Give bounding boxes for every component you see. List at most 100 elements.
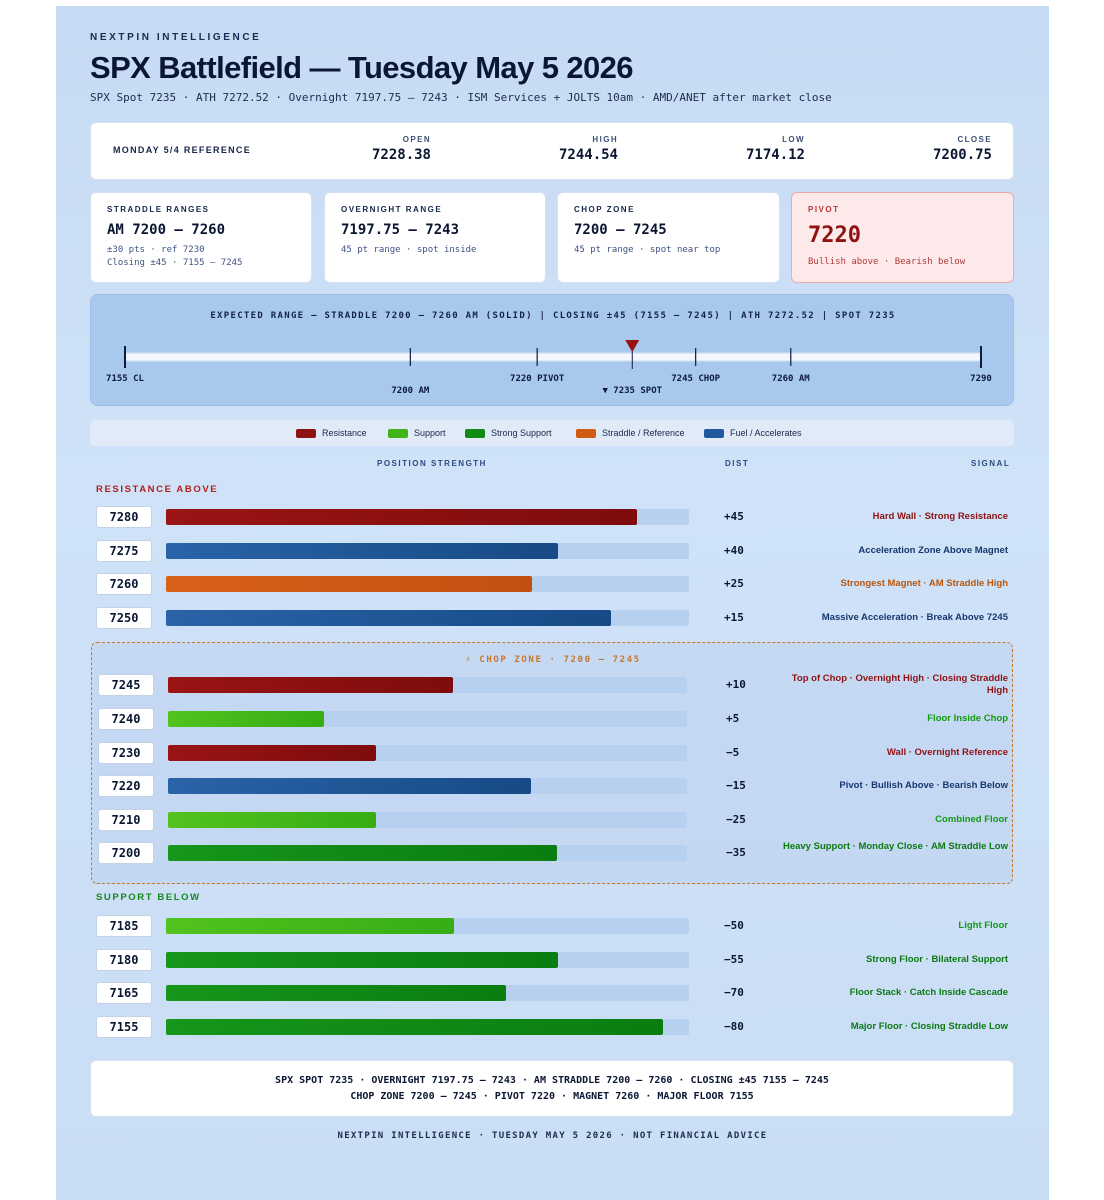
section-resistance-label: RESISTANCE ABOVE [96, 484, 219, 495]
strength-track [168, 711, 687, 727]
overnight-value: 7197.75 — 7243 [341, 222, 460, 238]
level-signal: Floor Inside Chop [927, 713, 1008, 724]
level-distance: +15 [724, 611, 744, 624]
straddle-value: AM 7200 — 7260 [107, 222, 226, 238]
level-signal: Heavy Support · Monday Close · AM Stradd… [782, 841, 1008, 852]
level-row: 7230 −5 Wall · Overnight Reference [98, 742, 1008, 764]
strength-track [166, 576, 689, 592]
level-row: 7155 −80 Major Floor · Closing Straddle Lo… [96, 1016, 1008, 1038]
range-tick-label: 7200 AM [391, 386, 430, 396]
level-signal: Acceleration Zone Above Magnet [858, 545, 1008, 556]
ref-high-key: HIGH [592, 135, 618, 144]
legend-label: Strong Support [491, 428, 552, 438]
level-row: 7240 +5 Floor Inside Chop [98, 708, 1008, 730]
pivot-key: PIVOT [808, 205, 840, 214]
overnight-detail: 45 pt range · spot inside [341, 245, 477, 255]
level-price: 7165 [96, 982, 152, 1004]
overnight-card: OVERNIGHT RANGE 7197.75 — 7243 45 pt ran… [324, 192, 546, 283]
straddle-card: STRADDLE RANGES AM 7200 — 7260 ±30 pts ·… [90, 192, 312, 283]
strength-bar [166, 918, 454, 934]
level-price: 7185 [96, 915, 152, 937]
ref-low-key: LOW [782, 135, 805, 144]
level-distance: +10 [726, 678, 746, 691]
level-signal: Pivot · Bullish Above · Bearish Below [839, 780, 1008, 791]
level-distance: −50 [724, 919, 744, 932]
level-signal: Combined Floor [935, 814, 1008, 825]
expected-range-chart: 7155 CL 7200 AM 7220 PIVOT 7245 CHOP 7260 AM… [106, 340, 992, 396]
level-price: 7230 [98, 742, 154, 764]
level-row: 7210 −25 Combined Floor [98, 809, 1008, 831]
level-row: 7220 −15 Pivot · Bullish Above · Bearish B… [98, 775, 1008, 797]
level-price: 7260 [96, 573, 152, 595]
level-signal: Top of Chop · Overnight High · Closing S… [791, 673, 1008, 696]
strength-bar [168, 711, 324, 727]
level-row: 7250 +15 Massive Acceleration · Break Abov… [96, 607, 1008, 629]
level-distance: +25 [724, 577, 744, 590]
legend-label: Support [414, 428, 446, 438]
ref-open-value: 7228.38 [371, 147, 431, 163]
level-row: 7275 +40 Acceleration Zone Above Magnet [96, 540, 1008, 562]
footer: NEXTPIN INTELLIGENCE · TUESDAY MAY 5 202… [337, 1131, 768, 1141]
level-row: 7260 +25 Strongest Magnet · AM Straddle Hi… [96, 573, 1008, 595]
legend-item: Straddle / Reference [576, 428, 685, 438]
poster: NEXTPIN INTELLIGENCE SPX Battlefield — T… [56, 6, 1049, 1200]
legend-item: Strong Support [465, 428, 552, 438]
legend: Resistance Support Strong Support Straddle … [90, 420, 1014, 446]
ref-low: LOW 7174.12 [715, 135, 805, 163]
range-tick-label: 7290 [970, 374, 992, 384]
straddle-detail-1: ±30 pts · ref 7230 [107, 245, 205, 255]
level-distance: −70 [724, 986, 744, 999]
legend-label: Fuel / Accelerates [730, 428, 802, 438]
straddle-key: STRADDLE RANGES [107, 205, 210, 214]
strength-track [166, 543, 689, 559]
level-distance: −80 [724, 1020, 744, 1033]
straddle-detail-2: Closing ±45 · 7155 — 7245 [107, 258, 243, 268]
column-header-dist: DIST [725, 459, 750, 468]
spot-label: ▼ 7235 SPOT [602, 386, 662, 396]
level-row: 7180 −55 Strong Floor · Bilateral Support [96, 949, 1008, 971]
strength-bar [168, 745, 376, 761]
strength-bar [168, 812, 376, 828]
ref-low-value: 7174.12 [745, 147, 805, 163]
level-row: 7185 −50 Light Floor [96, 915, 1008, 937]
level-price: 7200 [98, 842, 154, 864]
level-signal: Floor Stack · Catch Inside Cascade [849, 987, 1008, 998]
level-row: 7245 +10 Top of Chop · Overnight High · Cl… [98, 673, 1008, 696]
strength-track [168, 812, 687, 828]
level-signal: Strong Floor · Bilateral Support [866, 954, 1008, 965]
range-bar [124, 352, 982, 362]
level-price: 7155 [96, 1016, 152, 1038]
strength-track [166, 952, 689, 968]
chop-zone-title: ⚡ CHOP ZONE · 7200 — 7245 [465, 655, 641, 665]
ref-close-value: 7200.75 [932, 147, 992, 163]
ref-open-key: OPEN [402, 135, 431, 144]
legend-item: Resistance [296, 428, 367, 438]
range-tick-label: 7155 CL [106, 374, 145, 384]
legend-item: Support [388, 428, 446, 438]
level-distance: −15 [726, 779, 746, 792]
legend-swatch [296, 428, 316, 438]
legend-swatch [388, 428, 408, 438]
strength-track [166, 985, 689, 1001]
level-price: 7280 [96, 506, 152, 528]
ref-high: HIGH 7244.54 [528, 135, 618, 163]
legend-label: Straddle / Reference [602, 428, 685, 438]
reference-card: MONDAY 5/4 REFERENCE OPEN 7228.38 HIGH 7… [90, 122, 1014, 180]
level-distance: −55 [724, 953, 744, 966]
strength-track [168, 778, 687, 794]
level-distance: +40 [724, 544, 744, 557]
strength-bar [168, 778, 532, 794]
level-row: 7165 −70 Floor Stack · Catch Inside Cascad… [96, 982, 1008, 1004]
legend-swatch [704, 428, 724, 438]
chop-key: CHOP ZONE [574, 205, 635, 214]
overnight-key: OVERNIGHT RANGE [341, 205, 443, 214]
ref-high-value: 7244.54 [558, 147, 618, 163]
ref-close: CLOSE 7200.75 [902, 135, 992, 163]
brand-label: NEXTPIN INTELLIGENCE [90, 32, 262, 43]
section-support-label: SUPPORT BELOW [96, 892, 201, 903]
level-distance: +45 [724, 510, 744, 523]
level-signal: Strongest Magnet · AM Straddle High [840, 578, 1008, 589]
level-signal: Hard Wall · Strong Resistance [872, 511, 1008, 522]
legend-swatch [465, 428, 485, 438]
strength-track [166, 918, 689, 934]
